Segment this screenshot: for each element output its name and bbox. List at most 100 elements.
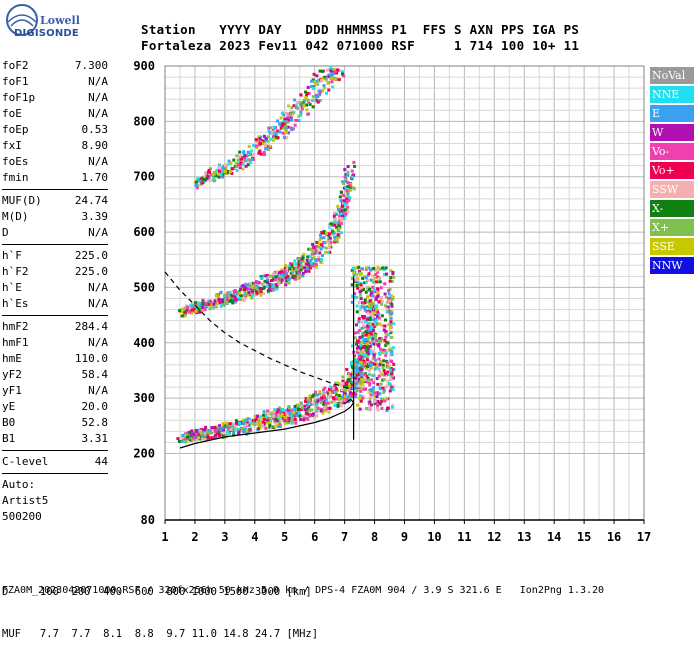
echo-point (355, 323, 359, 327)
echo-point (339, 190, 343, 194)
echo-point (374, 320, 378, 324)
echo-point (363, 338, 367, 342)
echo-point (262, 285, 266, 289)
echo-point (285, 136, 289, 140)
echo-point (255, 139, 259, 143)
echo-point (301, 256, 305, 260)
echo-point (378, 392, 382, 396)
echo-point (194, 309, 198, 313)
echo-point (334, 390, 338, 394)
echo-point (333, 240, 337, 244)
echo-point (310, 79, 314, 83)
echo-point (364, 330, 368, 334)
echo-point (196, 301, 200, 305)
echo-point (202, 180, 206, 184)
echo-point (373, 288, 377, 292)
echo-point (360, 288, 364, 292)
echo-point (383, 282, 387, 286)
echo-point (288, 276, 292, 280)
echo-point (328, 236, 332, 240)
echo-point (278, 415, 282, 419)
echo-point (336, 381, 340, 385)
param-value: 1.70 (81, 171, 109, 184)
echo-point (251, 286, 255, 290)
echo-point (232, 423, 236, 427)
echo-point (184, 437, 188, 441)
echo-point (375, 269, 379, 273)
echo-point (209, 167, 213, 171)
logo-digisonde-text: DIGISONDE (14, 28, 79, 39)
echo-point (327, 392, 331, 396)
echo-point (366, 288, 370, 292)
echo-point (293, 123, 297, 127)
echo-point (243, 291, 247, 295)
echo-point (350, 300, 354, 304)
echo-point (262, 139, 266, 143)
echo-point (301, 259, 305, 263)
panel-divider (2, 450, 108, 451)
echo-point (184, 310, 188, 314)
echo-point (374, 358, 378, 362)
echo-point (259, 290, 263, 294)
echo-point (346, 385, 350, 389)
echo-point (259, 275, 263, 279)
echo-point (217, 172, 221, 176)
echo-point (274, 129, 278, 133)
echo-point (333, 221, 337, 225)
echo-point (266, 409, 270, 413)
echo-point (373, 336, 377, 340)
echo-point (254, 144, 258, 148)
echo-point (196, 184, 200, 188)
param-value: 8.90 (81, 139, 109, 152)
legend-item: Vo+ (650, 162, 694, 179)
echo-point (358, 394, 362, 398)
echo-point (343, 175, 347, 179)
param-value: 225.0 (74, 249, 108, 262)
echo-point (377, 276, 381, 280)
echo-point (197, 178, 201, 182)
echo-point (290, 106, 294, 110)
echo-point (267, 286, 271, 290)
echo-point (214, 434, 218, 438)
echo-point (287, 418, 291, 422)
echo-point (347, 388, 351, 392)
echo-point (359, 371, 363, 375)
echo-point (289, 115, 293, 119)
echo-point (342, 199, 346, 203)
echo-point (385, 295, 389, 299)
echo-point (308, 247, 312, 251)
x-tick-label: 10 (427, 530, 441, 544)
echo-point (332, 71, 336, 75)
echo-point (224, 433, 228, 437)
echo-point (186, 435, 190, 439)
echo-point (283, 421, 287, 425)
echo-point (353, 279, 357, 283)
echo-point (336, 207, 340, 211)
echo-point (248, 419, 252, 423)
echo-point (363, 344, 367, 348)
echo-point (220, 299, 224, 303)
echo-point (383, 373, 387, 377)
echo-point (218, 424, 222, 428)
echo-point (309, 402, 313, 406)
echo-point (389, 320, 393, 324)
echo-point (338, 226, 342, 230)
echo-point (342, 203, 346, 207)
echo-point (272, 275, 276, 279)
echo-point (264, 426, 268, 430)
echo-point (293, 406, 297, 410)
echo-point (220, 427, 224, 431)
y-tick-label: 900 (133, 59, 155, 73)
echo-point (320, 396, 324, 400)
echo-point (363, 298, 367, 302)
echo-point (298, 102, 302, 106)
echo-point (341, 204, 345, 208)
param-row: foEs N/A (2, 154, 108, 170)
echo-point (205, 436, 209, 440)
echo-point (321, 245, 325, 249)
echo-point (218, 167, 222, 171)
echo-point (279, 126, 283, 130)
echo-point (277, 279, 281, 283)
echo-point (285, 272, 289, 276)
echo-point (336, 389, 340, 393)
